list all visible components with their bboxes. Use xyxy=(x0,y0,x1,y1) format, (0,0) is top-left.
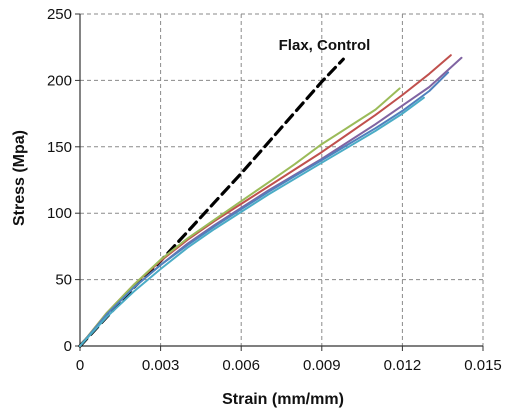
series-line-3 xyxy=(79,87,401,347)
series-line-4 xyxy=(79,71,450,347)
y-axis-title: Stress (Mpa) xyxy=(11,130,28,226)
series-line-1 xyxy=(79,54,452,347)
x-tick-label: 0.003 xyxy=(142,357,180,374)
x-tick-label: 0.009 xyxy=(303,357,341,374)
x-axis-title: Strain (mm/mm) xyxy=(222,391,344,408)
grid-lines xyxy=(80,13,484,346)
x-tick-label: 0.006 xyxy=(222,357,260,374)
y-tick-label: 150 xyxy=(47,139,72,156)
axes xyxy=(75,13,484,351)
y-tick-label: 200 xyxy=(47,72,72,89)
annotations: Flax, Control xyxy=(279,37,371,54)
x-tick-label: 0 xyxy=(76,357,84,374)
series-line-2 xyxy=(79,56,463,347)
annotation-label: Flax, Control xyxy=(279,37,371,54)
y-tick-label: 0 xyxy=(64,338,72,355)
x-tick-label: 0.012 xyxy=(384,357,422,374)
x-tick-label: 0.015 xyxy=(464,357,502,374)
series-line-5 xyxy=(79,96,425,347)
y-tick-label: 50 xyxy=(55,272,72,289)
data-series xyxy=(78,54,463,348)
tick-labels: 0 0.003 0.006 0.009 0.012 0.015 0 50 100 150 200 25… xyxy=(47,6,502,374)
y-tick-label: 250 xyxy=(47,6,72,23)
y-tick-label: 100 xyxy=(47,205,72,222)
